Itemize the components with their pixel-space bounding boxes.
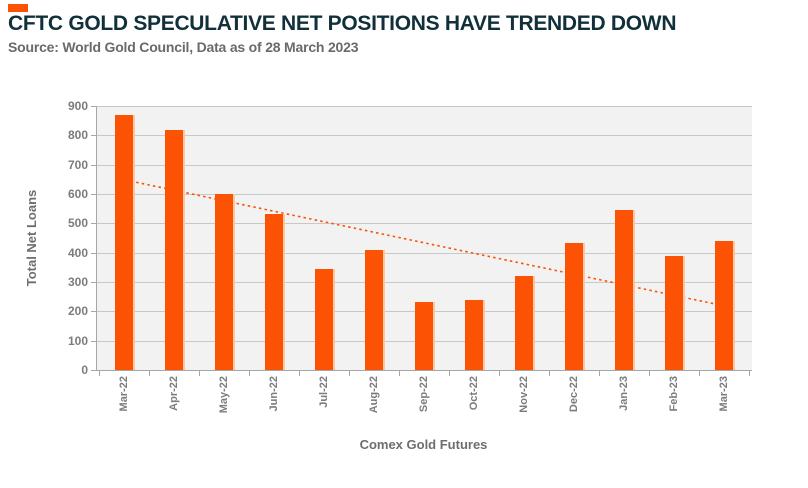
ytick-label-0: 0: [81, 363, 88, 377]
ytick-label-200: 200: [67, 304, 88, 319]
ytick-label-100: 100: [67, 333, 88, 348]
xtick-label-Mar-22: Mar-22: [118, 376, 130, 412]
bar-May-22: [215, 194, 235, 370]
ytick-mark-800: [91, 135, 96, 137]
bar-Feb-23: [665, 255, 685, 370]
bar-Jun-22: [265, 213, 285, 370]
xtick-mark-13: [749, 371, 750, 376]
bar-Aug-22: [365, 249, 385, 370]
xtick-label-May-22: May-22: [218, 376, 230, 414]
xtick-mark-0: [99, 371, 100, 376]
ytick-mark-400: [91, 252, 96, 254]
ytick-label-400: 400: [67, 245, 88, 260]
xtick-label-Nov-22: Nov-22: [518, 376, 530, 413]
y-axis-title: Total Net Loans: [24, 189, 39, 287]
ytick-label-300: 300: [67, 275, 88, 289]
ytick-mark-0: [91, 370, 96, 371]
gridline-800: [97, 135, 752, 137]
ytick-mark-300: [91, 282, 96, 283]
ytick-label-600: 600: [67, 187, 88, 201]
gridline-600: [97, 194, 752, 195]
gridline-700: [97, 164, 752, 166]
gridline-500: [97, 223, 752, 225]
gridline-400: [97, 252, 752, 254]
gridline-300: [97, 282, 752, 283]
bar-Jan-23: [615, 210, 635, 370]
xtick-mark-10: [599, 371, 600, 376]
bar-Dec-22: [565, 243, 585, 370]
xtick-label-Jun-22: Jun-22: [268, 376, 280, 412]
chart-title: CFTC GOLD SPECULATIVE NET POSITIONS HAVE…: [8, 12, 677, 35]
xtick-mark-12: [699, 371, 700, 376]
xtick-label-Apr-22: Apr-22: [168, 376, 180, 411]
xtick-mark-7: [449, 371, 450, 376]
bar-Mar-22: [115, 115, 135, 370]
ytick-label-500: 500: [67, 216, 88, 231]
xtick-mark-9: [549, 371, 550, 376]
xtick-mark-2: [199, 371, 200, 376]
ytick-label-700: 700: [67, 157, 88, 172]
xtick-label-Sep-22: Sep-22: [418, 376, 430, 413]
xtick-label-Dec-22: Dec-22: [568, 376, 580, 413]
brand-accent-bar: [8, 4, 28, 12]
chart-source: Source: World Gold Council, Data as of 2…: [8, 39, 359, 55]
ytick-mark-900: [91, 106, 96, 107]
xtick-mark-4: [299, 371, 300, 376]
bar-Apr-22: [165, 130, 185, 370]
xtick-mark-5: [349, 371, 350, 376]
xtick-mark-3: [249, 371, 250, 376]
ytick-mark-700: [91, 164, 96, 166]
gridline-900: [97, 106, 752, 107]
ytick-label-900: 900: [67, 99, 88, 113]
ytick-mark-500: [91, 223, 96, 225]
xtick-mark-11: [649, 371, 650, 376]
plot-area: [96, 106, 752, 371]
xtick-mark-6: [399, 371, 400, 376]
bar-Jul-22: [315, 268, 335, 370]
xtick-label-Jul-22: Jul-22: [318, 376, 330, 408]
xtick-mark-8: [499, 371, 500, 376]
bar-Nov-22: [515, 275, 535, 370]
xtick-mark-1: [149, 371, 150, 376]
xtick-label-Aug-22: Aug-22: [368, 376, 380, 414]
xtick-label-Jan-23: Jan-23: [618, 376, 630, 411]
ytick-label-800: 800: [67, 128, 88, 143]
bar-Mar-23: [715, 240, 735, 370]
xtick-label-Mar-23: Mar-23: [718, 376, 730, 412]
bar-Sep-22: [415, 301, 435, 370]
ytick-mark-200: [91, 311, 96, 313]
ytick-mark-600: [91, 194, 96, 195]
xtick-label-Oct-22: Oct-22: [468, 376, 480, 411]
xtick-label-Feb-23: Feb-23: [668, 376, 680, 412]
x-axis-title: Comex Gold Futures: [359, 437, 488, 452]
bar-Oct-22: [465, 300, 485, 370]
ytick-mark-100: [91, 340, 96, 342]
